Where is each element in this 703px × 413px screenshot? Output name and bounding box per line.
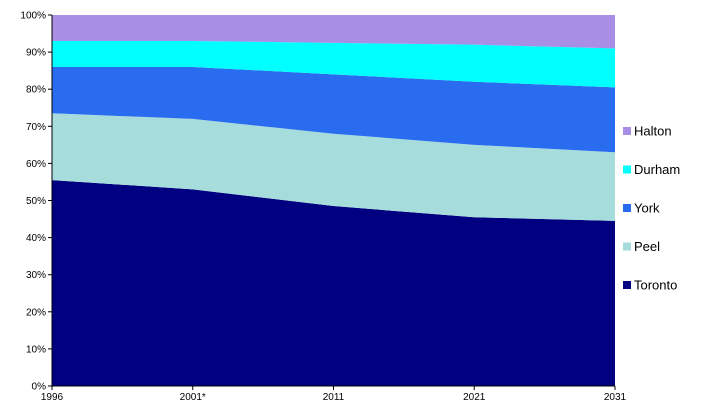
y-tick-label: 70% (26, 122, 46, 133)
legend-label: York (634, 201, 660, 216)
legend-item-york: York (623, 201, 660, 216)
x-tick-label: 2001* (180, 392, 206, 403)
area-series-peel (52, 113, 615, 221)
legend-label: Toronto (634, 278, 677, 293)
legend-swatch (623, 281, 631, 289)
area-series-toronto (52, 180, 615, 386)
x-tick-label: 2021 (463, 392, 486, 403)
y-tick-label: 60% (26, 159, 46, 170)
area-series-halton (52, 15, 615, 49)
axes-group: 0% 10% 20% 30% 40% 50% 60% 70% 80% 90% 100% 1996 200… (20, 11, 626, 404)
legend-item-durham: Durham (623, 162, 680, 177)
legend-label: Durham (634, 162, 680, 177)
y-tick-label: 40% (26, 233, 46, 244)
y-tick-label: 80% (26, 85, 46, 96)
x-tick-label: 1996 (41, 392, 64, 403)
area-series-york (52, 66, 615, 153)
legend-swatch (623, 204, 631, 212)
legend-label: Halton (634, 124, 672, 139)
x-tick-label: 2031 (604, 392, 627, 403)
legend-item-toronto: Toronto (623, 278, 677, 293)
legend-swatch (623, 127, 631, 135)
area-series-group (52, 15, 615, 386)
y-tick-label: 50% (26, 196, 46, 207)
legend-swatch (623, 165, 631, 174)
y-tick-label: 10% (26, 344, 46, 355)
y-tick-label: 0% (32, 382, 47, 393)
legend-label: Peel (634, 239, 660, 254)
legend-swatch (623, 242, 631, 251)
legend-item-halton: Halton (623, 124, 672, 139)
y-tick-label: 30% (26, 270, 46, 281)
x-tick-label: 2011 (323, 392, 345, 403)
y-tick-label: 90% (26, 48, 46, 59)
y-tick-label: 100% (20, 11, 46, 22)
legend: Halton Durham York Peel Toronto (623, 124, 680, 293)
area-series-durham (52, 40, 615, 88)
y-tick-label: 20% (26, 307, 46, 318)
legend-item-peel: Peel (623, 239, 660, 254)
